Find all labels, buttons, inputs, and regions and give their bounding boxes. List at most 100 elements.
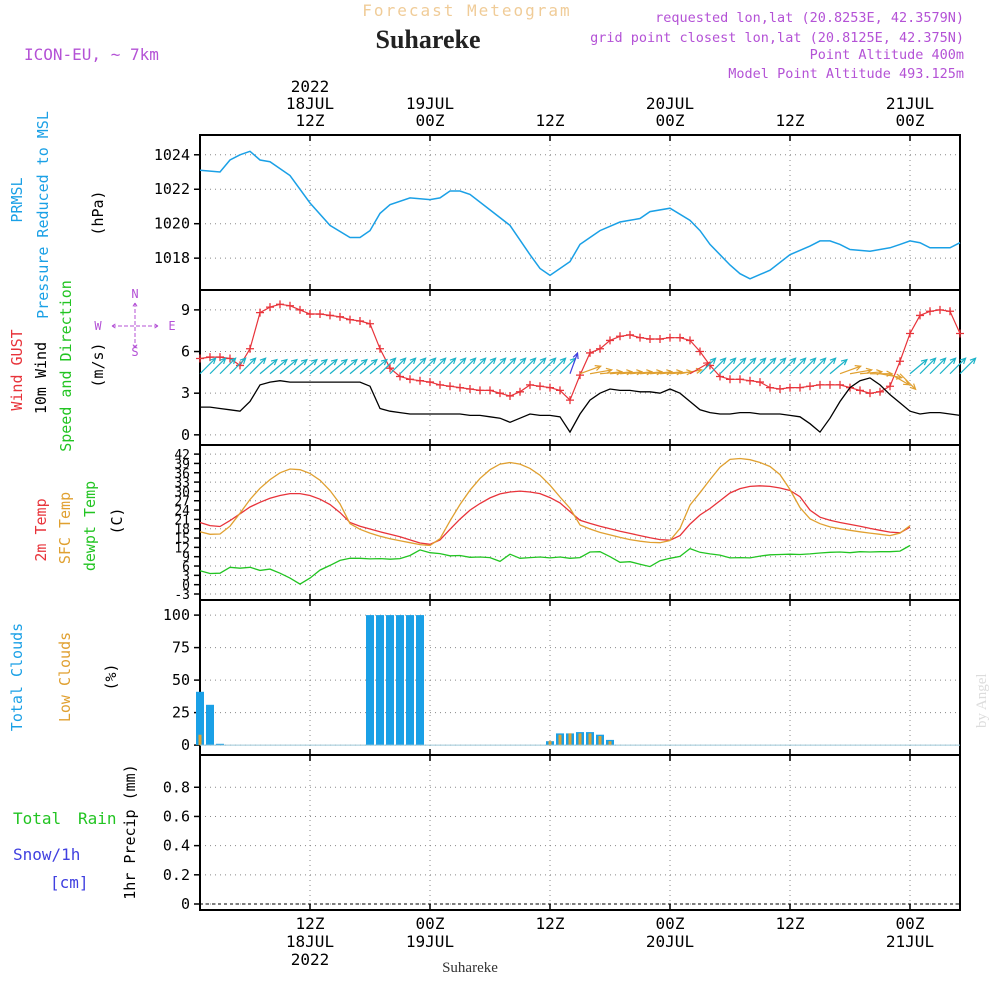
wind-direction-arrow (929, 357, 946, 375)
sfc-temp-line (199, 457, 911, 547)
wind-arrow-head (449, 357, 457, 365)
wind-arrow-head (729, 357, 737, 365)
footer-location: Suhareke (442, 960, 498, 976)
wind-arrow-head (509, 357, 517, 365)
wind-direction-arrow (219, 357, 236, 375)
y-tick-label: 1024 (154, 146, 190, 164)
wind-direction-arrow (559, 357, 576, 375)
wind-arrow-head (209, 357, 217, 365)
wind-direction-arrow (529, 357, 546, 375)
gust-marker (856, 386, 864, 395)
gust-marker (816, 380, 824, 389)
wind-arrow-head (380, 358, 388, 366)
wind-direction-arrow (359, 359, 378, 375)
gust-marker (286, 301, 294, 310)
wind-arrow-head (594, 365, 603, 371)
time-label: 19JUL (406, 932, 454, 951)
gust-marker (766, 383, 774, 392)
y-tick-label: 15 (174, 532, 190, 547)
wind-direction-arrow (309, 359, 328, 375)
wind-arrow-head (539, 357, 547, 365)
low-clouds-bar (588, 733, 592, 746)
wind-direction-arrow (579, 365, 601, 375)
time-label: 12Z (296, 111, 325, 130)
total-clouds-bar (416, 615, 424, 746)
wind-arrow-head (350, 358, 358, 366)
gust-marker (246, 344, 254, 353)
y-tick-label: 1018 (154, 249, 190, 267)
gust-marker (596, 344, 604, 353)
wind-direction-arrow (789, 357, 806, 375)
wind-direction-arrow (519, 357, 536, 375)
wind-arrow-head (789, 357, 797, 365)
time-label: 20JUL (646, 94, 694, 113)
time-label: 2022 (291, 77, 330, 96)
wind-arrow-head (399, 357, 407, 365)
gust-marker (456, 383, 464, 392)
wind-arrow-head (929, 357, 937, 365)
wind-direction-arrow (349, 359, 368, 375)
wind-arrow-head (666, 369, 674, 376)
wind-direction-arrow (859, 371, 882, 375)
gust-marker (956, 329, 964, 338)
gust-marker (896, 357, 904, 366)
wind-arrow-head (819, 357, 827, 365)
wind-direction-arrow (469, 357, 486, 375)
y-tick-label: 3 (182, 569, 190, 584)
precip-unit-label: [cm] (50, 873, 89, 892)
gust-marker (836, 380, 844, 389)
gust-marker (396, 372, 404, 381)
wind-arrow-head (270, 358, 278, 366)
gust-marker (906, 329, 914, 338)
wind-direction-arrow (759, 357, 776, 375)
wind-direction-arrow (459, 357, 476, 375)
gust-marker (686, 336, 694, 345)
panel-label: (C) (108, 507, 126, 534)
model-label: ICON-EU, ~ 7km (24, 45, 159, 64)
wind-arrow-head (749, 357, 757, 365)
wind-direction-arrow (809, 357, 826, 375)
y-tick-label: 1020 (154, 215, 190, 233)
wind-arrow-head (459, 357, 467, 365)
gust-marker (346, 315, 354, 324)
compass-east: E (168, 319, 175, 333)
gust-marker (316, 310, 324, 319)
total-clouds-bar (366, 615, 374, 746)
total-clouds-bar (376, 615, 384, 746)
gust-marker (666, 333, 674, 342)
wind-arrow-head (259, 357, 267, 365)
time-label: 18JUL (286, 932, 334, 951)
wind-arrow-head (360, 358, 368, 366)
wind-direction-arrow (429, 357, 446, 375)
wind-arrow-head (759, 357, 767, 365)
wind-direction-arrow (889, 373, 910, 386)
y-tick-label: 100 (163, 606, 190, 624)
gust-marker (356, 316, 364, 325)
wind-arrow-head (290, 358, 298, 366)
wind-direction-arrow (399, 357, 416, 375)
wind-direction-arrow (699, 357, 716, 375)
wind-arrow-head (409, 357, 417, 365)
meteogram-title: Forecast Meteogram (362, 1, 571, 20)
y-tick-label: 75 (172, 639, 190, 657)
gust-line (199, 303, 961, 402)
temp-2m-line (199, 485, 911, 545)
wind-direction-arrow (449, 357, 466, 375)
total-clouds-bar (196, 691, 204, 746)
gust-marker (506, 391, 514, 400)
gust-marker (376, 344, 384, 353)
time-label: 19JUL (406, 94, 454, 113)
y-tick-label: 24 (174, 504, 190, 519)
total-clouds-bar (206, 704, 214, 746)
time-label: 2022 (291, 950, 330, 969)
gust-marker (806, 382, 814, 391)
gust-marker (446, 382, 454, 391)
panel-label: 10m Wind (32, 342, 50, 414)
gust-marker (256, 308, 264, 317)
wind-speed-line (200, 377, 961, 434)
wind-direction-arrow (379, 357, 396, 375)
wind-direction-arrow (499, 357, 516, 375)
wind-direction-arrow (749, 357, 766, 375)
